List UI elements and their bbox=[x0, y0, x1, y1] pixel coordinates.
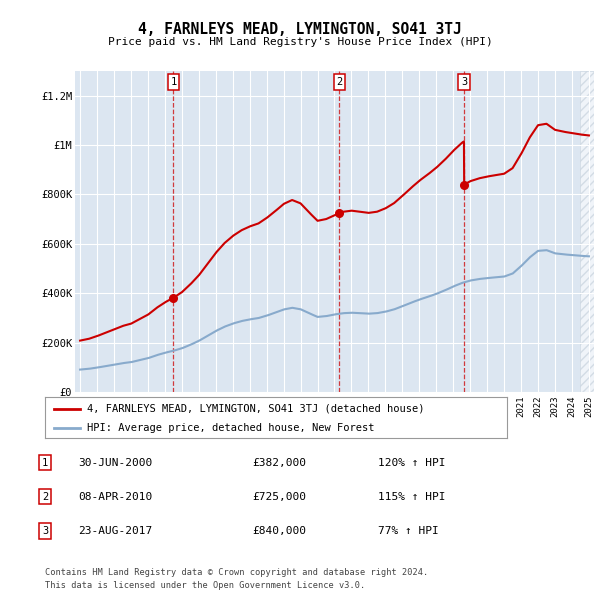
Text: 120% ↑ HPI: 120% ↑ HPI bbox=[378, 458, 445, 467]
Text: HPI: Average price, detached house, New Forest: HPI: Average price, detached house, New … bbox=[86, 423, 374, 433]
Text: 30-JUN-2000: 30-JUN-2000 bbox=[78, 458, 152, 467]
Text: 4, FARNLEYS MEAD, LYMINGTON, SO41 3TJ (detached house): 4, FARNLEYS MEAD, LYMINGTON, SO41 3TJ (d… bbox=[86, 404, 424, 414]
Text: £725,000: £725,000 bbox=[252, 492, 306, 502]
Text: Contains HM Land Registry data © Crown copyright and database right 2024.: Contains HM Land Registry data © Crown c… bbox=[45, 568, 428, 576]
Bar bbox=[580, 71, 599, 392]
Text: 115% ↑ HPI: 115% ↑ HPI bbox=[378, 492, 445, 502]
Text: 2: 2 bbox=[42, 492, 48, 502]
Text: £382,000: £382,000 bbox=[252, 458, 306, 467]
Text: 2: 2 bbox=[336, 77, 343, 87]
Text: 3: 3 bbox=[461, 77, 467, 87]
Text: 23-AUG-2017: 23-AUG-2017 bbox=[78, 526, 152, 536]
Text: 3: 3 bbox=[42, 526, 48, 536]
Text: Price paid vs. HM Land Registry's House Price Index (HPI): Price paid vs. HM Land Registry's House … bbox=[107, 37, 493, 47]
Text: This data is licensed under the Open Government Licence v3.0.: This data is licensed under the Open Gov… bbox=[45, 581, 365, 589]
Text: 4, FARNLEYS MEAD, LYMINGTON, SO41 3TJ: 4, FARNLEYS MEAD, LYMINGTON, SO41 3TJ bbox=[138, 22, 462, 37]
Text: 08-APR-2010: 08-APR-2010 bbox=[78, 492, 152, 502]
Text: 1: 1 bbox=[42, 458, 48, 467]
Text: 77% ↑ HPI: 77% ↑ HPI bbox=[378, 526, 439, 536]
Text: £840,000: £840,000 bbox=[252, 526, 306, 536]
Text: 1: 1 bbox=[170, 77, 176, 87]
